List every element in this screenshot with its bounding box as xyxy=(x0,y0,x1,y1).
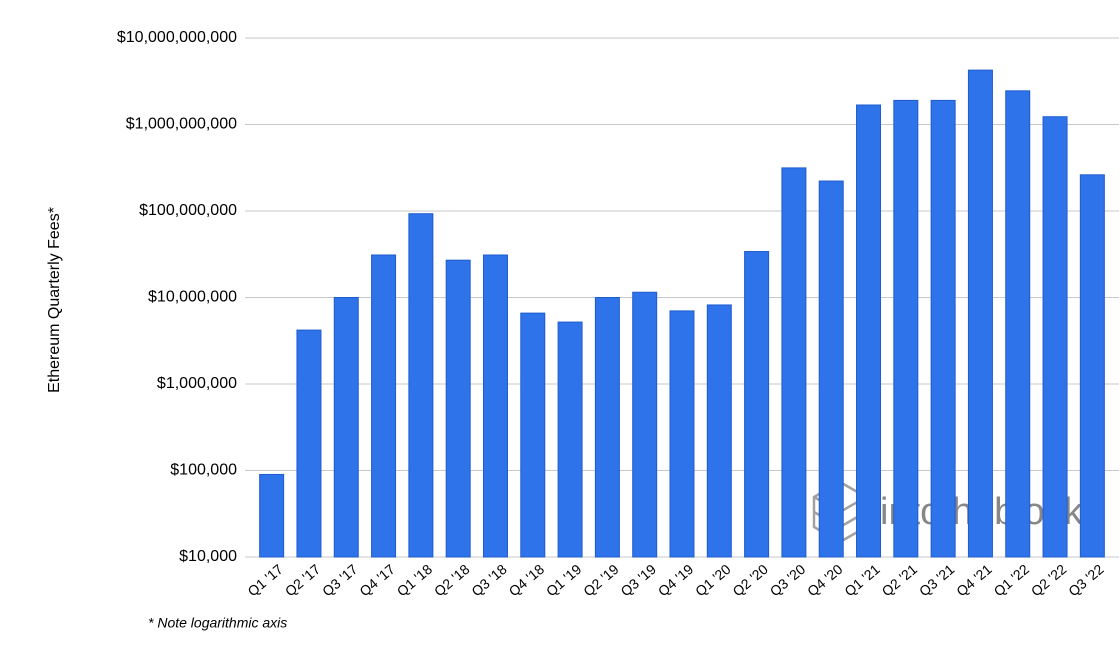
bar xyxy=(333,297,359,558)
bar xyxy=(482,254,508,558)
bar xyxy=(371,254,397,558)
x-tick-label: Q1 '22 xyxy=(990,561,1032,600)
x-tick-label: Q2 '19 xyxy=(580,561,622,600)
bar xyxy=(296,329,322,558)
x-tick-label: Q2 '20 xyxy=(729,561,771,600)
bar xyxy=(259,473,285,558)
x-tick-label: Q1 '21 xyxy=(841,561,883,600)
bar xyxy=(967,69,993,558)
bar xyxy=(706,304,732,558)
x-tick-label: Q2 '21 xyxy=(879,561,921,600)
y-tick-label: $10,000,000,000 xyxy=(117,29,237,46)
x-tick-label: Q3 '17 xyxy=(319,561,361,600)
bar xyxy=(520,312,546,558)
y-tick-label: $10,000 xyxy=(179,548,237,565)
x-tick-label: Q1 '20 xyxy=(692,561,734,600)
bar xyxy=(818,180,844,558)
bar xyxy=(781,167,807,558)
x-tick-label: Q3 '22 xyxy=(1065,561,1107,600)
x-tick-label: Q4 '19 xyxy=(655,561,697,600)
bar xyxy=(408,213,434,558)
x-tick-label: Q4 '18 xyxy=(506,561,548,600)
bar xyxy=(669,310,695,558)
bar xyxy=(1042,116,1068,558)
x-tick-label: Q3 '21 xyxy=(916,561,958,600)
x-tick-label: Q4 '21 xyxy=(953,561,995,600)
bar xyxy=(557,321,583,558)
x-tick-label: Q1 '18 xyxy=(394,561,436,600)
x-tick-label: Q1 '17 xyxy=(244,561,286,600)
x-tick-label: Q3 '20 xyxy=(767,561,809,600)
bar xyxy=(1079,174,1105,558)
x-tick-label: Q2 '17 xyxy=(282,561,324,600)
note: * Note logarithmic axis xyxy=(148,615,287,631)
bar xyxy=(445,259,471,558)
y-tick-label: $1,000,000 xyxy=(157,375,237,392)
x-tick-label: Q1 '19 xyxy=(543,561,585,600)
bar xyxy=(893,99,919,558)
y-tick-label: $10,000,000 xyxy=(148,289,237,306)
bar xyxy=(744,251,770,558)
bar xyxy=(930,99,956,558)
x-tick-label: Q3 '18 xyxy=(468,561,510,600)
bar xyxy=(632,291,658,558)
bar xyxy=(594,297,620,558)
x-tick-label: Q4 '17 xyxy=(356,561,398,600)
x-tick-label: Q2 '22 xyxy=(1028,561,1070,600)
y-tick-label: $1,000,000,000 xyxy=(126,116,237,133)
bar xyxy=(856,104,882,558)
x-tick-label: Q4 '20 xyxy=(804,561,846,600)
y-tick-label: $100,000 xyxy=(170,462,237,479)
y-axis-label: Ethereum Quarterly Fees* xyxy=(46,207,63,393)
x-tick-label: Q2 '18 xyxy=(431,561,473,600)
y-tick-label: $100,000,000 xyxy=(139,202,237,219)
x-tick-label: Q3 '19 xyxy=(617,561,659,600)
bar xyxy=(1005,90,1031,558)
